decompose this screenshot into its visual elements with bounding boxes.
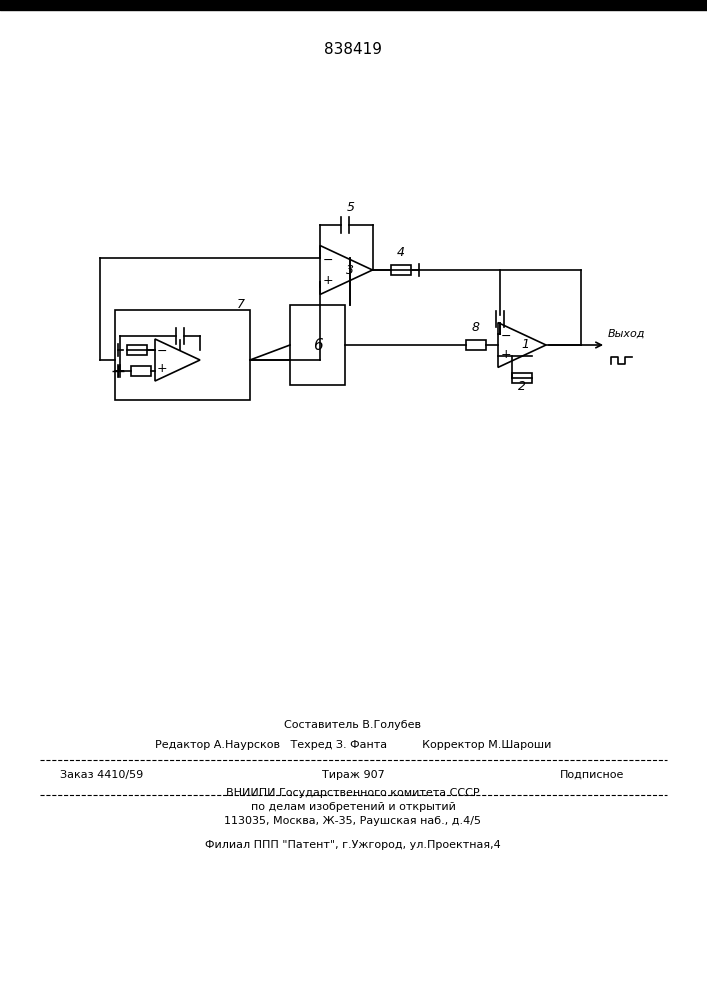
Text: 2: 2	[518, 380, 526, 393]
Text: 5: 5	[347, 201, 355, 214]
Text: 838419: 838419	[324, 42, 382, 57]
Bar	[127, 344, 147, 355]
Text: 1: 1	[521, 338, 529, 352]
Text: −: −	[501, 330, 511, 342]
Text: Заказ 4410/59: Заказ 4410/59	[60, 770, 144, 780]
Text: Тираж 907: Тираж 907	[322, 770, 385, 780]
Text: Подписное: Подписное	[560, 770, 624, 780]
Bar	[466, 340, 486, 350]
Text: −: −	[323, 253, 333, 266]
Text: +: +	[157, 362, 168, 375]
Bar	[512, 373, 532, 383]
Text: 7: 7	[237, 298, 245, 311]
Text: 6: 6	[312, 338, 322, 353]
Text: 113035, Москва, Ж-35, Раушская наб., д.4/5: 113035, Москва, Ж-35, Раушская наб., д.4…	[225, 816, 481, 826]
Bar	[115, 310, 250, 400]
Text: ВНИИПИ Государственного комитета СССР: ВНИИПИ Государственного комитета СССР	[226, 788, 480, 798]
Bar	[390, 265, 411, 275]
Text: +: +	[501, 348, 511, 360]
Text: Филиал ППП "Патент", г.Ужгород, ул.Проектная,4: Филиал ППП "Патент", г.Ужгород, ул.Проек…	[205, 840, 501, 850]
Text: по делам изобретений и открытий: по делам изобретений и открытий	[250, 802, 455, 812]
Bar	[290, 305, 345, 385]
Text: 4: 4	[397, 246, 404, 259]
Bar	[131, 365, 151, 375]
Text: 8: 8	[472, 321, 480, 334]
Text: 3: 3	[346, 263, 354, 276]
Text: Редактор А.Наурсков   Техред З. Фанта          Корректор М.Шароши: Редактор А.Наурсков Техред З. Фанта Корр…	[155, 740, 551, 750]
Text: Выход: Выход	[608, 329, 645, 339]
Text: Составитель В.Голубев: Составитель В.Голубев	[284, 720, 421, 730]
Text: −: −	[157, 344, 168, 358]
Text: +: +	[322, 273, 333, 286]
